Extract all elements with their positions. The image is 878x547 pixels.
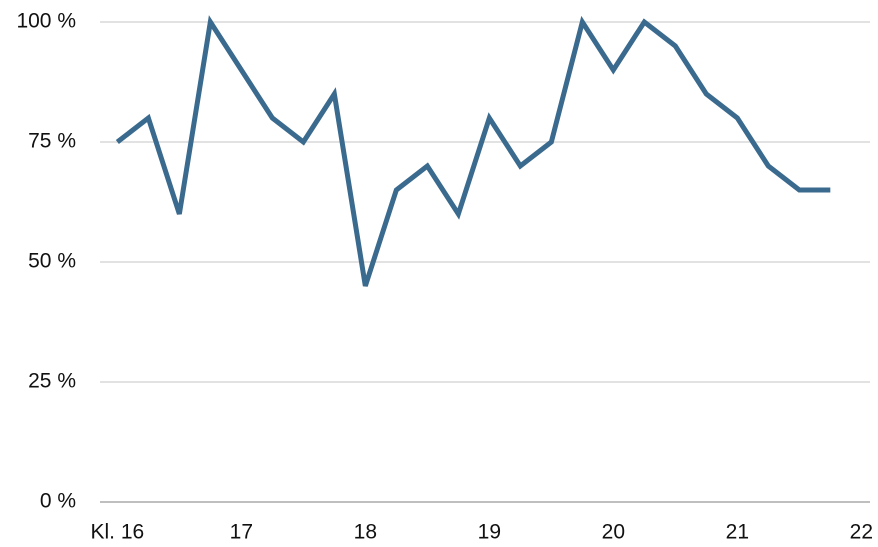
x-tick-label: 20 bbox=[602, 521, 625, 544]
y-tick-label: 100 % bbox=[16, 10, 76, 33]
y-tick-label: 0 % bbox=[40, 490, 76, 513]
x-tick-label: Kl. 16 bbox=[91, 521, 145, 544]
x-tick-label: 17 bbox=[230, 521, 253, 544]
x-tick-label: 18 bbox=[354, 521, 377, 544]
x-tick-label: 19 bbox=[478, 521, 501, 544]
x-tick-label: 21 bbox=[726, 521, 749, 544]
y-tick-label: 75 % bbox=[28, 130, 76, 153]
x-tick-label: 22 bbox=[850, 521, 873, 544]
y-tick-label: 50 % bbox=[28, 250, 76, 273]
data-line bbox=[115, 15, 831, 287]
y-tick-label: 25 % bbox=[28, 370, 76, 393]
